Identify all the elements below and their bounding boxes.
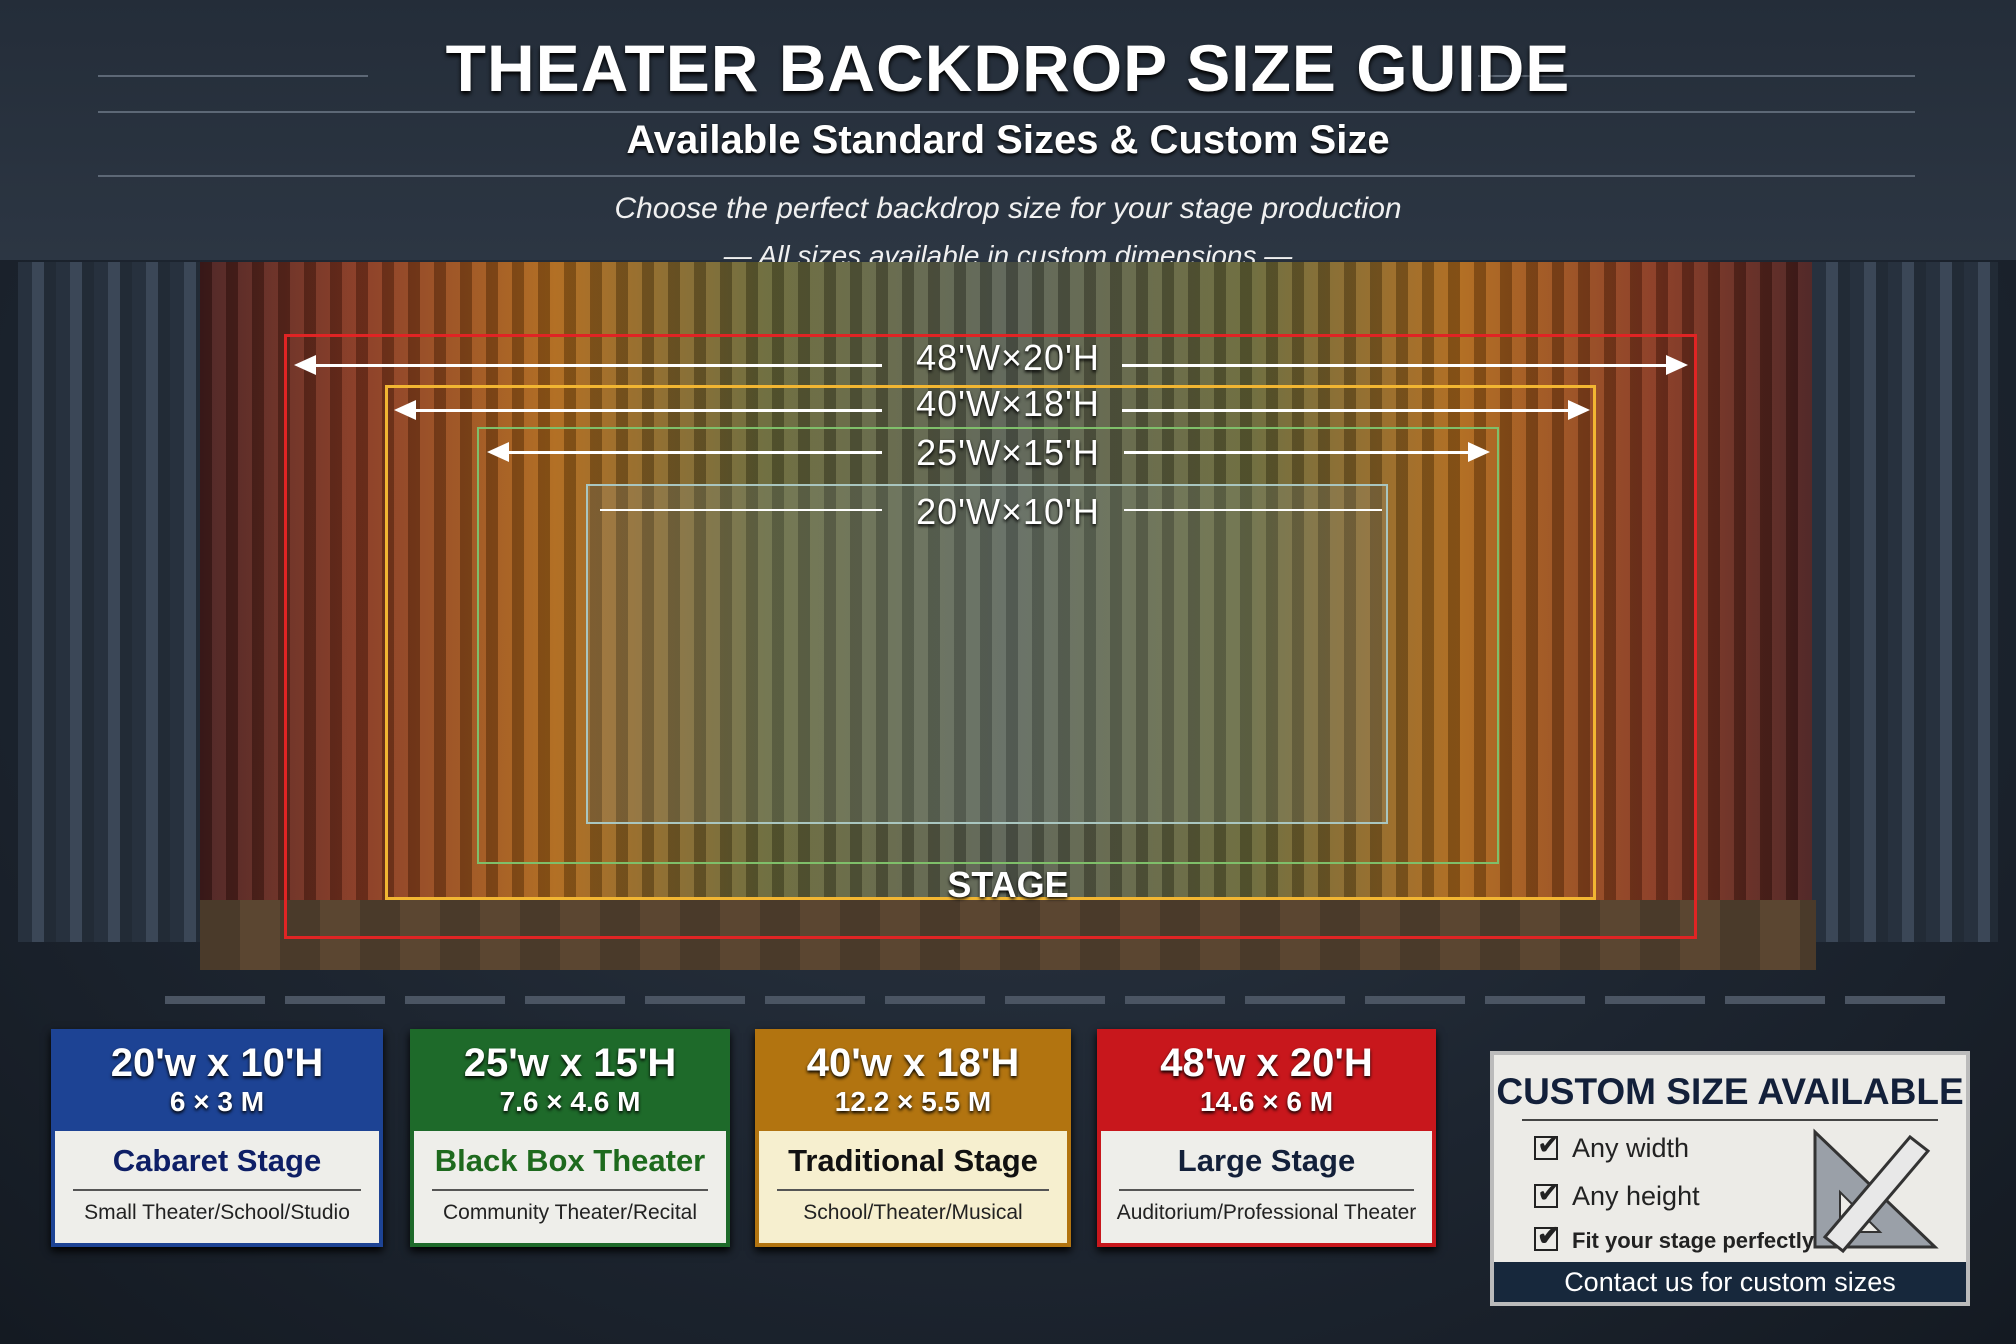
dimension-arrow [310,364,882,367]
right-curtain [1812,262,1998,942]
dimension-arrow [410,409,882,412]
checklist-text: Any height [1572,1181,1700,1211]
card-use: Community Theater/Recital [442,1201,698,1224]
size-card[interactable]: 40'w x 18'H 12.2 × 5.5 M Traditional Sta… [755,1029,1071,1247]
card-metric: 14.6 × 6 M [1199,1086,1334,1117]
divider [1119,1189,1414,1191]
card-use: Small Theater/School/Studio [84,1201,350,1224]
dimension-label-48x20: 48'W×20'H [916,337,1100,378]
divider [432,1189,708,1191]
card-header: 20'w x 10'H 6 × 3 M [55,1033,379,1131]
card-metric: 12.2 × 5.5 M [834,1086,992,1117]
divider [98,111,1915,113]
checklist-item: Any height [1534,1176,1700,1212]
card-size: 40'w x 18'H [806,1041,1020,1085]
card-use: Auditorium/Professional Theater [1116,1201,1417,1224]
card-header: 48'w x 20'H 14.6 × 6 M [1101,1033,1432,1131]
divider [73,1189,361,1191]
stage-label: STAGE [947,864,1069,905]
backdrop-outline-48x20 [284,334,1697,939]
stage-floor [200,900,1816,970]
card-name: Black Box Theater [434,1143,706,1178]
tagline: Choose the perfect backdrop size for you… [614,192,1402,225]
card-header: 40'w x 18'H 12.2 × 5.5 M [759,1033,1067,1131]
arrow-right-icon [1666,355,1688,375]
checkbox-icon [1534,1219,1560,1252]
checklist-item: Any width [1534,1128,1690,1164]
page-subtitle: Available Standard Sizes & Custom Size [626,118,1390,162]
left-curtain [18,262,200,942]
arrow-left-icon [487,442,509,462]
size-card[interactable]: 25'w x 15'H 7.6 × 4.6 M Black Box Theate… [410,1029,730,1247]
checklist-text: Fit your stage perfectly [1572,1228,1815,1253]
arrow-right-icon [1468,442,1490,462]
arrow-left-icon [394,400,416,420]
custom-title: CUSTOM SIZE AVAILABLE [1496,1071,1964,1112]
dimension-arrow [503,451,882,454]
header-band [0,0,2016,260]
checklist-item: Fit your stage perfectly [1534,1219,1815,1254]
custom-size-panel: CUSTOM SIZE AVAILABLE Any width Any heig… [1490,1051,1970,1306]
backdrop-outline-25x15 [477,427,1499,864]
size-card[interactable]: 20'w x 10'H 6 × 3 M Cabaret Stage Small … [51,1029,383,1247]
card-metric: 6 × 3 M [169,1086,265,1117]
arrow-left-icon [294,355,316,375]
backdrop-outline-20x10 [586,484,1388,824]
dimension-arrow [1124,451,1474,454]
dimension-label-40x18: 40'W×18'H [916,383,1100,424]
card-name: Traditional Stage [788,1143,1038,1178]
backdrop-outline-40x18 [385,385,1596,900]
dimension-label-25x15: 25'W×15'H [916,432,1100,473]
checklist-text: Any width [1572,1133,1690,1163]
stage-curtain [200,262,1816,942]
card-size: 20'w x 10'H [110,1041,324,1085]
divider-dashed [165,996,1965,1004]
dimension-arrow [1122,364,1672,367]
card-metric: 7.6 × 4.6 M [499,1086,641,1117]
checkbox-icon [1534,1128,1560,1161]
card-size: 48'w x 20'H [1160,1041,1373,1085]
card-header: 25'w x 15'H 7.6 × 4.6 M [414,1033,726,1131]
dimension-arrow [1122,409,1574,412]
divider [98,75,368,77]
divider [1522,1119,1938,1121]
dimension-arrow [600,509,882,511]
arrow-right-icon [1568,400,1590,420]
size-card[interactable]: 48'w x 20'H 14.6 × 6 M Large Stage Audit… [1097,1029,1436,1247]
divider [1478,75,1915,77]
dimension-arrow [1124,509,1382,511]
dimension-label-20x10: 20'W×10'H [916,491,1100,532]
page-title: THEATER BACKDROP SIZE GUIDE [445,31,1571,105]
card-name: Large Stage [1177,1143,1356,1178]
divider [777,1189,1049,1191]
card-use: School/Theater/Musical [803,1201,1023,1224]
divider [98,175,1915,177]
card-size: 25'w x 15'H [463,1041,677,1085]
checkbox-icon [1534,1176,1560,1209]
contact-button[interactable]: Contact us for custom sizes [1494,1262,1966,1302]
ruler-triangle-icon [1813,1128,1939,1254]
card-name: Cabaret Stage [112,1143,322,1178]
